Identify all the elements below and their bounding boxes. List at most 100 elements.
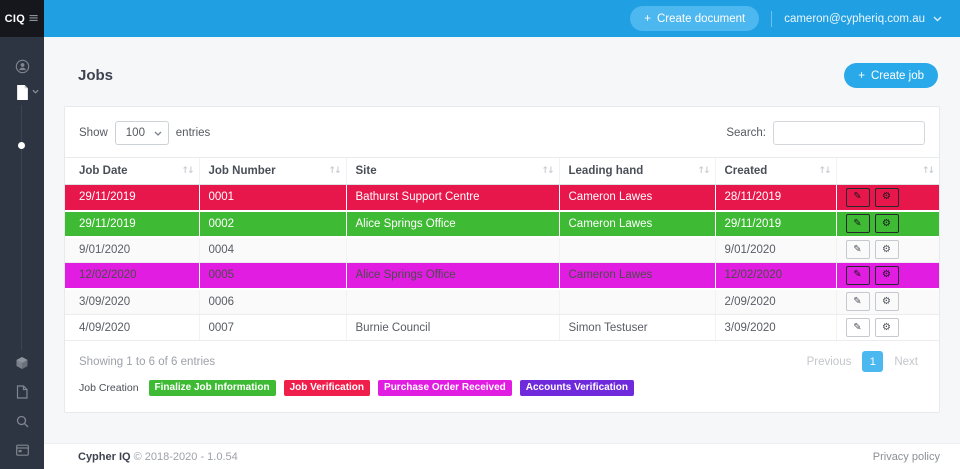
cell-job-number: 0001	[198, 184, 346, 212]
settings-button[interactable]: ⚙	[874, 240, 899, 260]
cell-leading-hand: Cameron Lawes	[558, 262, 715, 290]
table-row[interactable]: 29/11/2019 0002 Alice Springs Office Camero…	[65, 210, 939, 238]
column-header[interactable]: Leading hand ↑↓	[558, 157, 715, 185]
cell-leading-hand	[558, 236, 715, 263]
gear-icon: ⚙	[882, 295, 891, 307]
table-row[interactable]: 3/09/2020 0006 2/09/2020 ✎ ⚙	[65, 288, 939, 315]
table-row[interactable]: 29/11/2019 0001 Bathurst Support Centre Cam…	[65, 184, 939, 212]
pencil-icon: ✎	[853, 269, 862, 281]
previous-page-button[interactable]: Previous	[806, 355, 852, 368]
pencil-icon: ✎	[853, 191, 862, 203]
edit-button[interactable]: ✎	[845, 265, 870, 285]
gear-icon: ⚙	[882, 217, 891, 229]
table-row[interactable]: 12/02/2020 0005 Alice Springs Office Camero…	[65, 262, 939, 290]
settings-button[interactable]: ⚙	[874, 265, 899, 285]
pencil-icon: ✎	[853, 321, 862, 333]
hamburger-menu-icon[interactable]: ≡	[28, 11, 40, 26]
sidebar-item-products[interactable]	[0, 350, 44, 376]
cell-created: 9/01/2020	[714, 236, 836, 263]
create-document-label: Create document	[656, 12, 746, 25]
edit-button[interactable]: ✎	[845, 187, 870, 207]
next-page-button[interactable]: Next	[894, 355, 918, 368]
show-label: Show	[79, 127, 108, 139]
settings-button[interactable]: ⚙	[874, 214, 899, 233]
sidebar-item-account[interactable]	[0, 53, 44, 79]
cell-site: Alice Springs Office	[345, 262, 559, 290]
cell-site: Bathurst Support Centre	[345, 184, 559, 212]
column-header[interactable]: Job Number ↑↓	[198, 157, 346, 185]
legend-badge: Accounts Verification	[519, 380, 635, 396]
cell-job-date: 9/01/2020	[65, 236, 199, 263]
column-label: Job Date	[79, 165, 128, 177]
table-row[interactable]: 4/09/2020 0007 Burnie Council Simon Testuse…	[65, 314, 939, 341]
column-label: Site	[355, 165, 377, 177]
create-job-label: Create job	[870, 69, 924, 82]
settings-button[interactable]: ⚙	[874, 318, 899, 337]
edit-button[interactable]: ✎	[845, 318, 870, 337]
chevron-down-icon	[32, 89, 39, 94]
edit-button[interactable]: ✎	[845, 214, 870, 233]
legend-badge: Purchase Order Received	[378, 380, 512, 396]
create-document-button[interactable]: + Create document	[630, 6, 760, 31]
column-header[interactable]: Job Date ↑↓	[65, 157, 199, 185]
submenu-active-dot[interactable]	[18, 142, 25, 149]
privacy-policy-link[interactable]: Privacy policy	[872, 450, 940, 463]
pagination: Previous 1 Next	[800, 351, 925, 372]
user-menu[interactable]: cameron@cypheriq.com.au	[784, 13, 942, 25]
pencil-icon: ✎	[853, 217, 862, 229]
jobs-table: Job Date ↑↓ Job Number ↑↓ Site ↑↓ Leading hand…	[65, 157, 939, 341]
main-area: + Create document cameron@cypheriq.com.a…	[44, 0, 960, 469]
column-label: Leading hand	[568, 165, 644, 177]
cell-job-date: 12/02/2020	[65, 262, 199, 290]
footer-copyright: Cypher IQ © 2018-2020 - 1.0.54	[78, 451, 238, 463]
sort-icon: ↑↓	[181, 166, 194, 176]
app-footer: Cypher IQ © 2018-2020 - 1.0.54 Privacy p…	[44, 443, 960, 469]
column-header[interactable]: Site ↑↓	[345, 157, 559, 185]
actions-cell: ✎ ⚙	[835, 288, 939, 315]
current-page-button[interactable]: 1	[862, 351, 884, 372]
search-label: Search:	[726, 127, 766, 139]
brand-name: Cypher IQ	[78, 450, 131, 463]
settings-button[interactable]: ⚙	[874, 187, 899, 207]
gear-icon: ⚙	[882, 191, 891, 203]
sidebar: CIQ ≡	[0, 0, 44, 469]
cell-leading-hand: Cameron Lawes	[558, 184, 715, 212]
column-header[interactable]: Created ↑↓	[714, 157, 836, 185]
table-row[interactable]: 9/01/2020 0004 9/01/2020 ✎ ⚙	[65, 236, 939, 263]
sidebar-item-search[interactable]	[0, 408, 44, 434]
pencil-icon: ✎	[853, 243, 862, 255]
cell-site: Burnie Council	[345, 314, 559, 341]
jobs-table-card: Show 100 entries Search:	[64, 106, 940, 413]
copyright-text: © 2018-2020 - 1.0.54	[133, 450, 238, 463]
user-icon	[15, 59, 30, 74]
file-icon	[16, 385, 28, 399]
edit-button[interactable]: ✎	[845, 240, 870, 260]
create-job-button[interactable]: + Create job	[844, 63, 938, 88]
sidebar-item-calendar[interactable]	[0, 437, 44, 463]
calendar-icon	[15, 444, 29, 456]
cell-job-number: 0002	[198, 210, 346, 238]
search-input[interactable]	[773, 121, 925, 145]
edit-button[interactable]: ✎	[845, 292, 870, 312]
pencil-icon: ✎	[853, 295, 862, 307]
chevron-down-icon	[933, 13, 942, 25]
legend-label: Job Creation	[79, 382, 139, 394]
sidebar-item-documents[interactable]	[0, 79, 44, 105]
sort-icon: ↑↓	[328, 166, 341, 176]
cell-site: Alice Springs Office	[345, 210, 559, 238]
topbar: + Create document cameron@cypheriq.com.a…	[44, 0, 960, 37]
cell-job-date: 4/09/2020	[65, 314, 199, 341]
legend-badge: Job Verification	[283, 380, 371, 396]
sidebar-bottom-group	[0, 350, 44, 463]
plus-icon: +	[644, 12, 651, 25]
gear-icon: ⚙	[882, 269, 891, 281]
page-size-select[interactable]: 100	[114, 121, 169, 145]
column-header[interactable]: ↑↓	[835, 157, 939, 185]
page-title: Jobs	[78, 67, 114, 84]
settings-button[interactable]: ⚙	[874, 292, 899, 312]
sidebar-item-files[interactable]	[0, 379, 44, 405]
actions-cell: ✎ ⚙	[835, 210, 939, 238]
app-logo[interactable]: CIQ ≡	[0, 0, 44, 37]
logo-text: CIQ	[4, 12, 26, 25]
